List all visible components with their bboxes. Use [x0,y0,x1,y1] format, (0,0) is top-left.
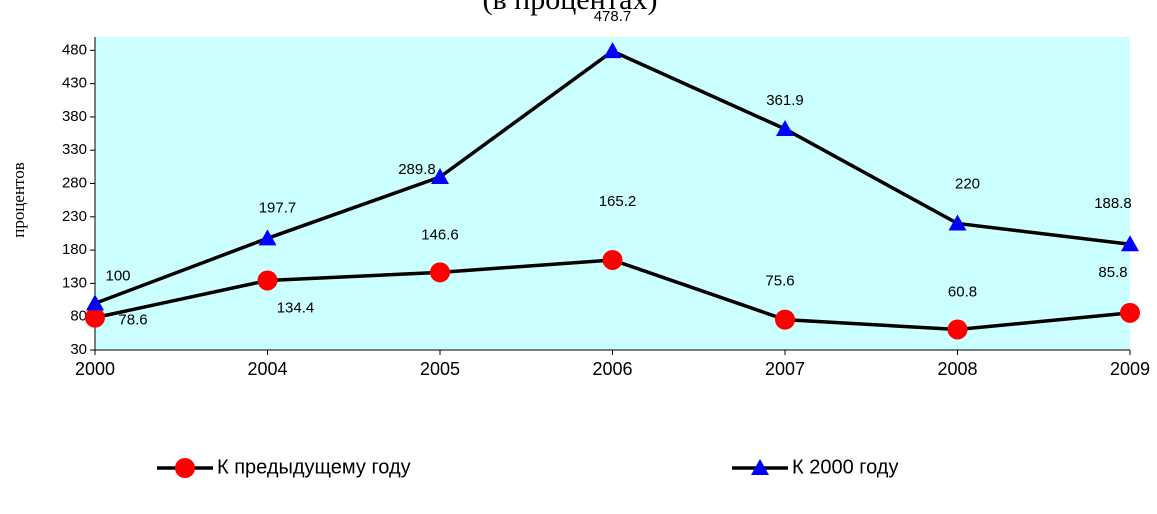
data-label: 197.7 [259,199,297,216]
data-label: 78.6 [118,312,147,329]
marker [86,294,104,311]
data-label: 75.6 [765,273,794,290]
data-label: 289.8 [398,161,436,178]
data-label: 478.7 [594,8,632,25]
x-tick-label: 2005 [420,359,460,379]
y-tick-label: 80 [70,308,87,325]
marker [948,214,967,231]
marker [257,270,278,291]
marker [175,458,195,478]
marker [85,307,105,328]
legend-label: К 2000 году [792,456,898,478]
marker [602,249,623,270]
marker [258,229,277,246]
data-label: 134.4 [277,299,315,316]
marker [947,319,968,340]
data-label: 85.8 [1098,264,1127,281]
marker [603,42,622,59]
plot-background [95,37,1130,350]
y-tick-label: 330 [62,141,87,158]
y-tick-label: 380 [62,108,87,125]
y-axis-label: процентов [9,162,28,238]
marker [430,262,450,283]
data-label: 165.2 [599,193,637,210]
y-tick-label: 430 [62,75,87,92]
y-tick-label: 130 [62,274,87,291]
data-label: 146.6 [421,226,459,243]
y-tick-label: 230 [62,208,87,225]
chart-title: (в процентах) [483,0,658,16]
data-label: 220 [955,175,980,192]
data-label: 100 [105,267,130,284]
y-tick-label: 180 [62,241,87,258]
x-tick-label: 2000 [75,359,115,379]
marker [775,309,795,330]
data-label: 60.8 [948,283,977,300]
data-label: 361.9 [766,92,804,109]
x-tick-label: 2007 [765,359,805,379]
x-tick-label: 2009 [1110,359,1150,379]
x-tick-label: 2006 [592,359,632,379]
legend-label: К предыдущему году [217,456,411,478]
marker [431,167,449,184]
marker [1121,235,1139,252]
data-label: 188.8 [1094,195,1132,212]
x-tick-label: 2004 [247,359,287,379]
marker [1120,302,1140,323]
marker [751,459,769,475]
marker [776,119,794,136]
y-tick-label: 480 [62,41,87,58]
y-tick-label: 280 [62,174,87,191]
y-tick-label: 30 [70,341,87,358]
x-tick-label: 2008 [937,359,977,379]
